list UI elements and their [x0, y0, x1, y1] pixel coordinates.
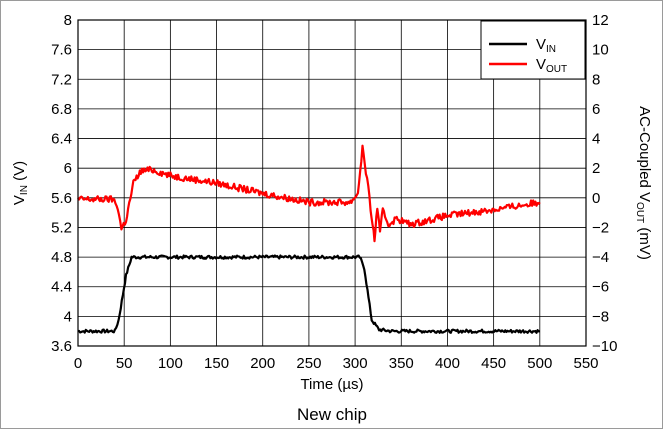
- legend-label-vin: VIN: [536, 36, 556, 55]
- x-tick-label: 50: [116, 355, 133, 372]
- tick-labels: 0 50 100 150 200 250 300 350 400 450 500 5503.644.4…: [51, 12, 617, 372]
- y-right-tick-label: 8: [592, 71, 600, 88]
- caption: New chip: [297, 405, 367, 424]
- x-tick-label: 150: [204, 355, 229, 372]
- series-line-vin: [77, 254, 540, 334]
- y-right-tick-label: −6: [592, 279, 609, 296]
- series-layer: [77, 144, 541, 334]
- y-right-tick-label: −8: [592, 308, 609, 325]
- x-tick-label: 400: [435, 355, 460, 372]
- y-left-tick-label: 4.4: [51, 279, 72, 296]
- y-right-tick-label: 0: [592, 190, 600, 207]
- plot-area-border: [77, 19, 587, 347]
- x-tick-label: 100: [158, 355, 183, 372]
- x-tick-label: 550: [573, 355, 598, 372]
- y-left-tick-label: 6.4: [51, 131, 72, 148]
- y-right-tick-label: 2: [592, 160, 600, 177]
- x-tick-label: 0: [74, 355, 82, 372]
- y-left-tick-label: 6.8: [51, 101, 72, 118]
- y-right-tick-label: −10: [592, 338, 617, 355]
- x-tick-label: 450: [481, 355, 506, 372]
- y-left-tick-label: 4.8: [51, 249, 72, 266]
- y-left-tick-label: 5.6: [51, 190, 72, 207]
- x-axis-label: Time (µs): [300, 376, 363, 393]
- series-line-vout: [77, 144, 541, 243]
- y-left-tick-label: 3.6: [51, 338, 72, 355]
- y-left-tick-label: 7.2: [51, 71, 72, 88]
- x-tick-label: 500: [527, 355, 552, 372]
- legend-box: [480, 20, 586, 80]
- legend-label-vout: VOUT: [536, 56, 567, 75]
- legend: VIN VOUT: [480, 20, 586, 80]
- y-right-tick-label: −2: [592, 219, 609, 236]
- y-left-tick-label: 6: [64, 160, 72, 177]
- y-left-tick-label: 4: [64, 308, 72, 325]
- right-axis-label: AC-Coupled VOUT (mV): [634, 106, 653, 260]
- y-left-tick-label: 5.2: [51, 219, 72, 236]
- y-left-tick-label: 8: [64, 12, 72, 29]
- y-right-tick-label: 10: [592, 42, 609, 59]
- x-tick-label: 300: [343, 355, 368, 372]
- y-right-tick-label: −4: [592, 249, 609, 266]
- left-axis-label: VIN (V): [11, 161, 30, 205]
- y-right-tick-label: 4: [592, 131, 600, 148]
- y-right-tick-label: 6: [592, 101, 600, 118]
- x-tick-label: 350: [389, 355, 414, 372]
- y-left-tick-label: 7.6: [51, 42, 72, 59]
- y-right-tick-label: 12: [592, 12, 609, 29]
- x-tick-label: 250: [296, 355, 321, 372]
- x-tick-label: 200: [250, 355, 275, 372]
